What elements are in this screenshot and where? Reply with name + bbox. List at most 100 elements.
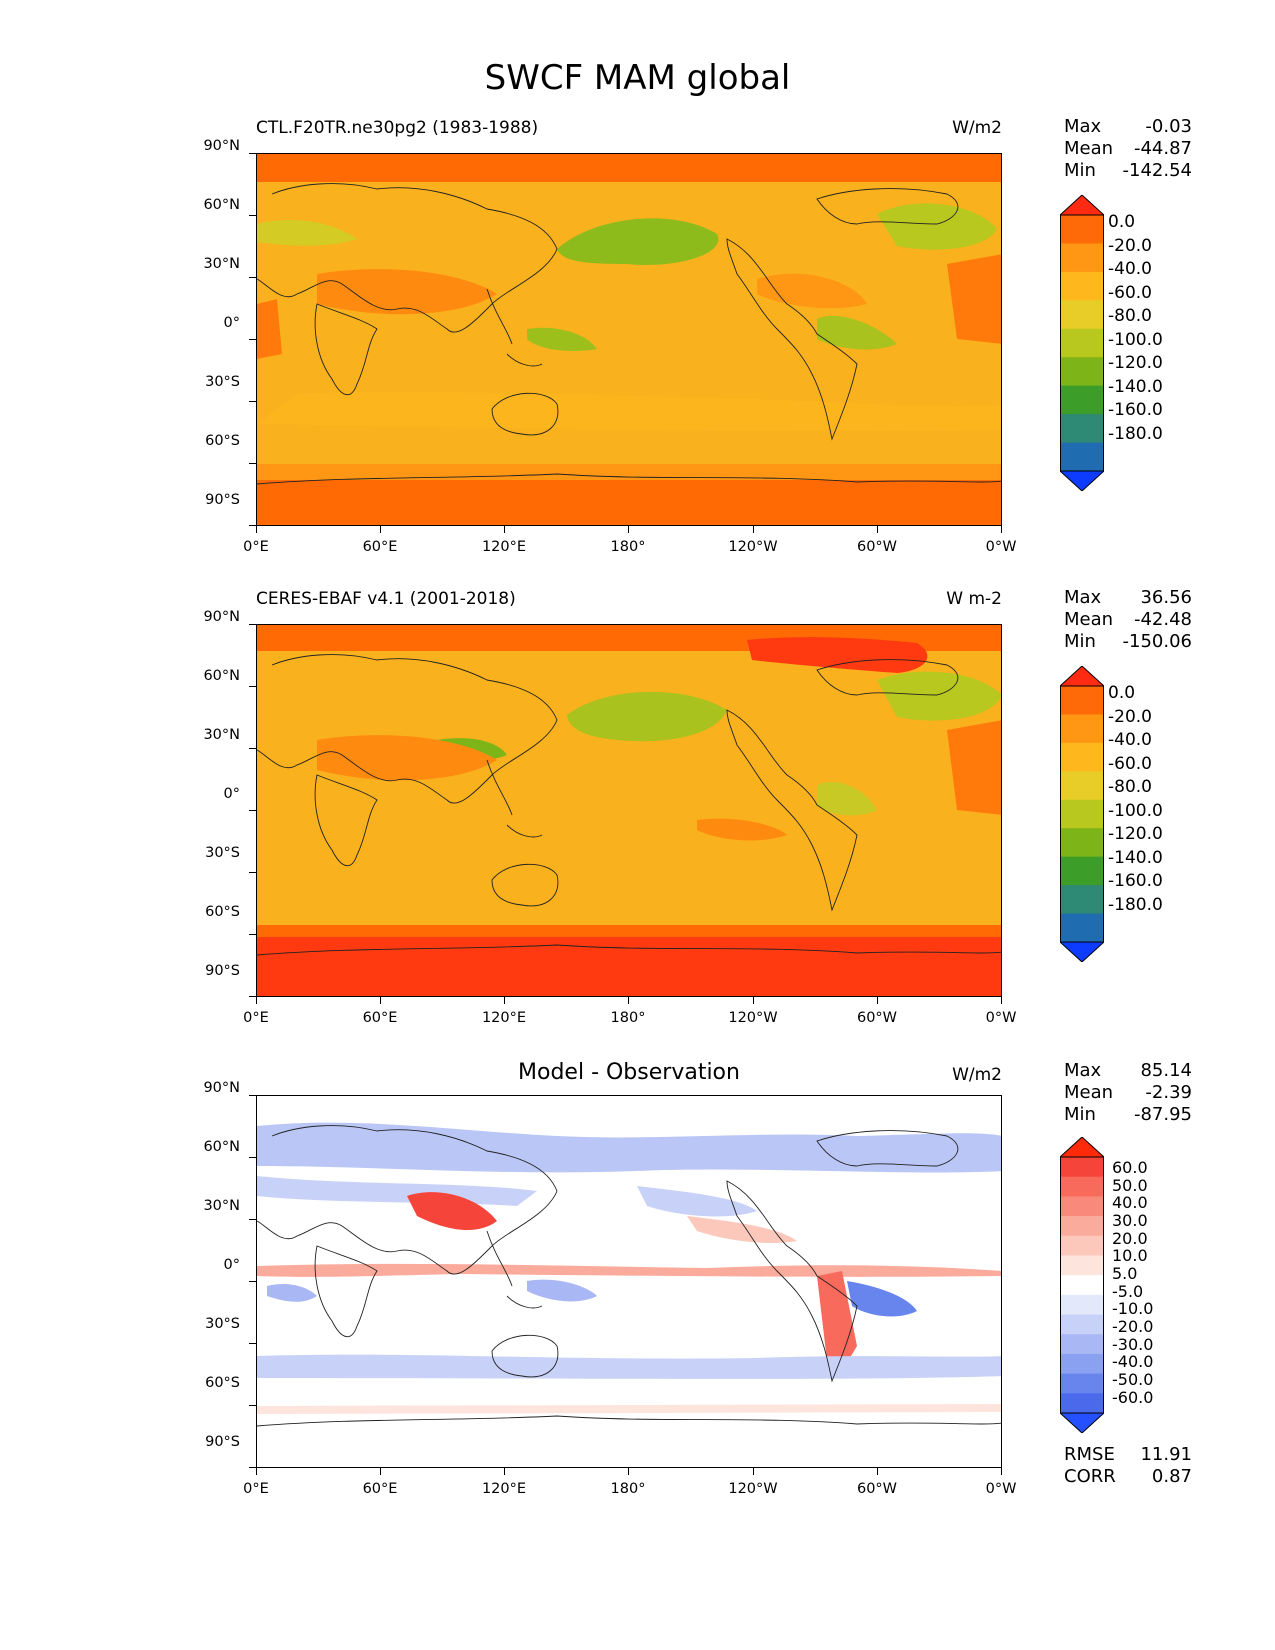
lat-label: 30°S — [205, 1316, 240, 1332]
colorbar-segment — [1060, 1353, 1104, 1375]
units-label: W/m2 — [952, 118, 1002, 138]
lat-label: 60°S — [205, 1375, 240, 1391]
lat-label: 30°S — [205, 845, 240, 861]
colorbar-label: 40.0 — [1112, 1193, 1148, 1212]
pacific-low-region — [557, 218, 719, 265]
panel-title: CTL.F20TR.ne30pg2 (1983-1988) — [256, 118, 539, 138]
stat-max: 36.56 — [1140, 587, 1192, 608]
arctic-band — [257, 154, 1001, 182]
colorbar-label: -40.0 — [1112, 1352, 1154, 1371]
units-label: W/m2 — [952, 1065, 1002, 1085]
colorbar-label: -80.0 — [1108, 777, 1152, 797]
stat-mean: -2.39 — [1145, 1082, 1192, 1103]
lat-label: 60°N — [203, 668, 240, 684]
lon-label: 120°E — [481, 539, 527, 555]
pacific-low-region — [567, 691, 727, 742]
colorbar-segment — [1060, 1157, 1104, 1178]
lat-label: 0° — [223, 315, 240, 331]
colorbar-label: -160.0 — [1108, 400, 1163, 420]
lat-label: 90°S — [205, 1434, 240, 1450]
colorbar-segment — [1060, 1235, 1104, 1256]
lon-label: 120°W — [728, 1010, 778, 1026]
coastlines — [257, 183, 1001, 485]
colorbar-extend-top — [1060, 195, 1104, 216]
lat-label: 30°N — [203, 727, 240, 743]
colorbar-outline — [1060, 1156, 1104, 1414]
colorbar-extend-bottom — [1060, 941, 1104, 962]
lat-label: 30°S — [205, 374, 240, 390]
panel-observation: CERES-EBAF v4.1 (2001-2018) W m-2 — [0, 581, 1275, 1026]
colorbar-segment — [1060, 1196, 1104, 1217]
stat-max-label: Max — [1064, 1060, 1102, 1081]
colorbar-label: -20.0 — [1112, 1317, 1154, 1336]
lat-label: 90°N — [203, 1080, 240, 1096]
rmse-label: RMSE — [1064, 1444, 1115, 1465]
stat-max-label: Max — [1064, 116, 1102, 137]
lon-label: 120°E — [481, 1481, 527, 1497]
lat-label: 0° — [223, 786, 240, 802]
colorbar-label: -160.0 — [1108, 871, 1163, 891]
lat-label: 60°N — [203, 197, 240, 213]
stat-min: -142.54 — [1122, 160, 1192, 181]
lon-label: 0°E — [243, 1481, 269, 1497]
lat-label: 60°S — [205, 904, 240, 920]
colorbar-label: 0.0 — [1108, 212, 1136, 232]
stat-min: -87.95 — [1133, 1104, 1192, 1125]
rmse-value: 11.91 — [1140, 1444, 1192, 1465]
lat-label: 90°N — [203, 138, 240, 154]
colorbar-label: -120.0 — [1108, 824, 1163, 844]
stats-box: Max 36.56 Mean -42.48 Min -150.06 — [1064, 587, 1192, 653]
colorbar-segment — [1060, 828, 1104, 858]
colorbar-segment — [1060, 385, 1104, 415]
colorbar-label: -60.0 — [1108, 754, 1152, 774]
lon-label: 0°W — [985, 539, 1017, 555]
corr-value: 0.87 — [1151, 1466, 1192, 1487]
stat-min-label: Min — [1064, 1104, 1096, 1125]
colorbar-label: 50.0 — [1112, 1176, 1148, 1195]
lat-label: 90°S — [205, 492, 240, 508]
colorbar-label: 60.0 — [1112, 1158, 1148, 1177]
colorbar-segment — [1060, 913, 1104, 943]
panel-title: CERES-EBAF v4.1 (2001-2018) — [256, 589, 516, 609]
lon-label: 0°E — [243, 1010, 269, 1026]
colorbar-segment — [1060, 1255, 1104, 1276]
colorbar-extend-bottom — [1060, 1412, 1104, 1433]
panel-model: CTL.F20TR.ne30pg2 (1983-1988) W/m2 — [0, 110, 1275, 555]
lon-label: 180° — [610, 539, 646, 555]
colorbar-label: 30.0 — [1112, 1211, 1148, 1230]
colorbar-label: -100.0 — [1108, 330, 1163, 350]
colorbar-label: -60.0 — [1108, 283, 1152, 303]
stat-min-label: Min — [1064, 631, 1096, 652]
colorbar-segment — [1060, 328, 1104, 358]
stats-box: Max -0.03 Mean -44.87 Min -142.54 — [1064, 116, 1192, 182]
corr-label: CORR — [1064, 1466, 1116, 1487]
lat-label: 90°S — [205, 963, 240, 979]
colorbar-extend-top — [1060, 1137, 1104, 1158]
colorbar-segment — [1060, 1334, 1104, 1355]
stat-mean-label: Mean — [1064, 1082, 1114, 1103]
stat-max: -0.03 — [1145, 116, 1192, 137]
stat-mean: -42.48 — [1133, 609, 1192, 630]
colorbar-segment — [1060, 442, 1104, 472]
lat-label: 0° — [223, 1257, 240, 1273]
antarctic-band — [257, 935, 1001, 996]
stat-min-label: Min — [1064, 160, 1096, 181]
colorbar-outline — [1060, 214, 1104, 472]
lon-label: 120°E — [481, 1010, 527, 1026]
lon-label: 120°W — [728, 1481, 778, 1497]
units-label: W m-2 — [946, 589, 1002, 609]
colorbar-label: -140.0 — [1108, 377, 1163, 397]
colorbar-label: -40.0 — [1108, 730, 1152, 750]
colorbar-segment — [1060, 414, 1104, 444]
colorbar-label: 20.0 — [1112, 1229, 1148, 1248]
stat-mean: -44.87 — [1133, 138, 1192, 159]
figure-title: SWCF MAM global — [484, 58, 791, 98]
lat-label: 90°N — [203, 609, 240, 625]
lon-label: 60°W — [856, 539, 898, 555]
map-plot — [256, 624, 1002, 997]
colorbar — [1060, 1137, 1104, 1433]
colorbar-segment — [1060, 1314, 1104, 1335]
colorbar-label: -40.0 — [1108, 259, 1152, 279]
colorbar-outline — [1060, 685, 1104, 943]
colorbar-segment — [1060, 300, 1104, 330]
